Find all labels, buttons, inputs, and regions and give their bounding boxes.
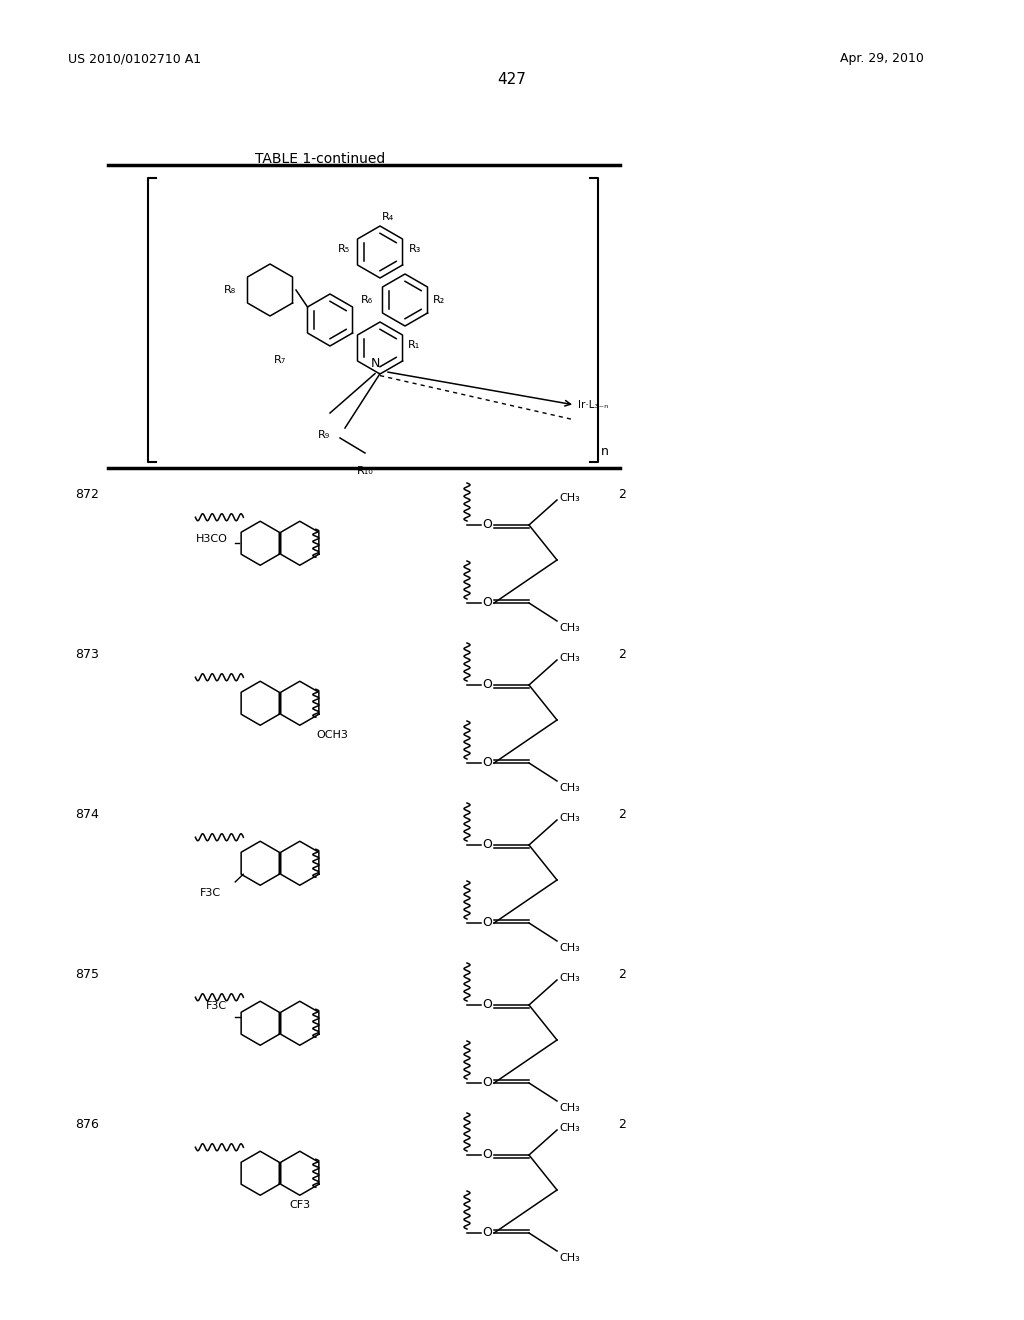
Text: CH₃: CH₃ (559, 653, 580, 663)
Text: O: O (482, 597, 492, 610)
Text: 2: 2 (618, 968, 626, 981)
Text: 875: 875 (75, 968, 99, 981)
Text: R₉: R₉ (318, 430, 331, 440)
Text: CH₃: CH₃ (559, 973, 580, 983)
Text: CH₃: CH₃ (559, 942, 580, 953)
Text: H3CO: H3CO (197, 535, 228, 544)
Text: R₂: R₂ (433, 294, 445, 305)
Text: US 2010/0102710 A1: US 2010/0102710 A1 (68, 51, 201, 65)
Text: OCH3: OCH3 (316, 730, 349, 741)
Text: O: O (482, 1077, 492, 1089)
Text: 427: 427 (498, 73, 526, 87)
Text: CH₃: CH₃ (559, 813, 580, 822)
Text: CH₃: CH₃ (559, 1123, 580, 1133)
Text: 874: 874 (75, 808, 99, 821)
Text: Ir·L₃₋ₙ: Ir·L₃₋ₙ (578, 400, 608, 411)
Text: R₆: R₆ (361, 294, 373, 305)
Text: CH₃: CH₃ (559, 1104, 580, 1113)
Text: CH₃: CH₃ (559, 783, 580, 793)
Text: F3C: F3C (206, 1002, 227, 1011)
Text: F3C: F3C (201, 888, 221, 898)
Text: O: O (482, 519, 492, 532)
Text: N: N (371, 358, 380, 370)
Text: R₈: R₈ (224, 285, 237, 294)
Text: O: O (482, 678, 492, 692)
Text: 876: 876 (75, 1118, 99, 1131)
Text: 873: 873 (75, 648, 99, 661)
Text: O: O (482, 998, 492, 1011)
Text: R₁: R₁ (408, 341, 420, 350)
Text: R₄: R₄ (382, 213, 394, 222)
Text: 2: 2 (618, 1118, 626, 1131)
Text: 2: 2 (618, 488, 626, 502)
Text: n: n (601, 445, 609, 458)
Text: TABLE 1-continued: TABLE 1-continued (255, 152, 385, 166)
Text: O: O (482, 1148, 492, 1162)
Text: Apr. 29, 2010: Apr. 29, 2010 (840, 51, 924, 65)
Text: R₅: R₅ (338, 244, 350, 253)
Text: CF3: CF3 (290, 1200, 311, 1210)
Text: R₃: R₃ (409, 244, 421, 253)
Text: CH₃: CH₃ (559, 623, 580, 634)
Text: 2: 2 (618, 808, 626, 821)
Text: R₁₀: R₁₀ (357, 466, 374, 477)
Text: CH₃: CH₃ (559, 1253, 580, 1263)
Text: O: O (482, 756, 492, 770)
Text: 872: 872 (75, 488, 99, 502)
Text: O: O (482, 916, 492, 929)
Text: CH₃: CH₃ (559, 492, 580, 503)
Text: O: O (482, 1226, 492, 1239)
Text: O: O (482, 838, 492, 851)
Text: R₇: R₇ (274, 355, 287, 366)
Text: 2: 2 (618, 648, 626, 661)
